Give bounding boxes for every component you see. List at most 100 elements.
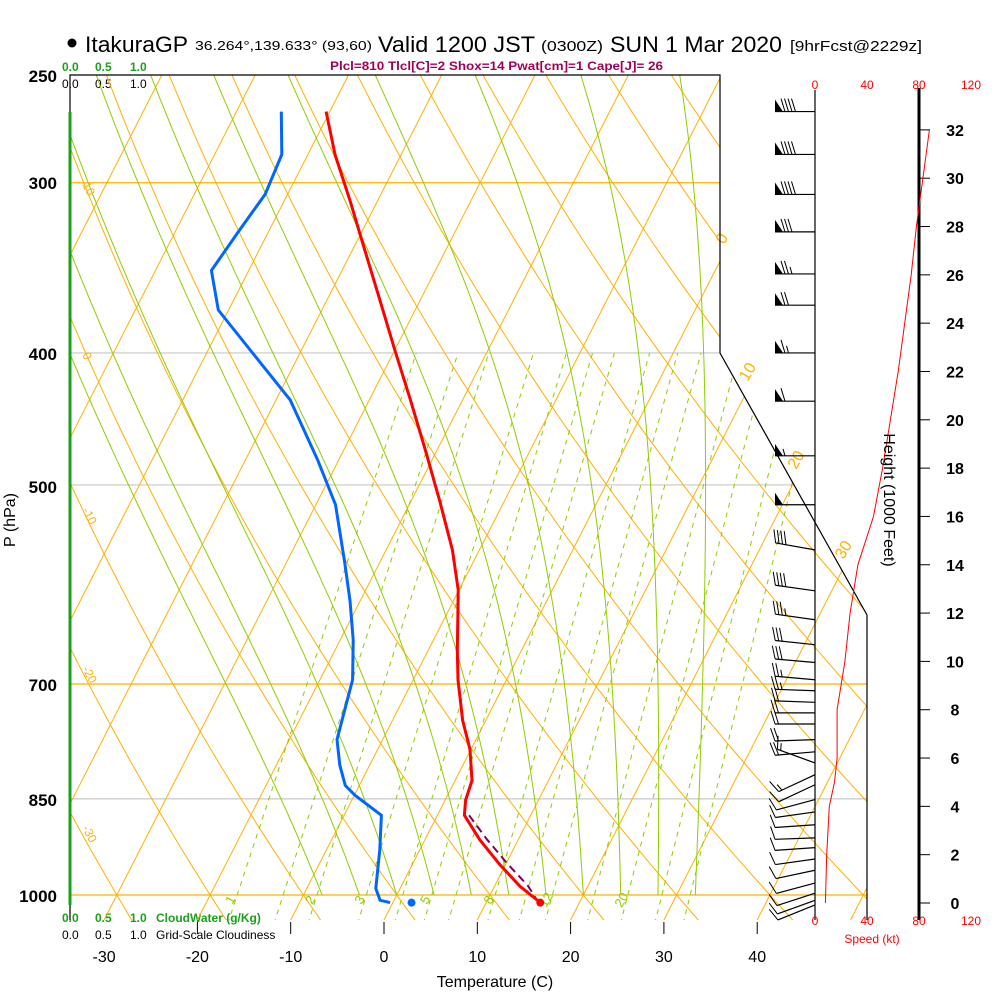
pressure-tick-label: 250 <box>29 67 57 86</box>
thermo-grid <box>70 51 1000 924</box>
mixing-ratio-label: 20 <box>611 890 631 910</box>
mixing-ratio-line <box>654 352 800 920</box>
dewpoint-profile-line <box>209 111 391 905</box>
height-tick-label: 16 <box>946 509 964 526</box>
isotherm-line <box>70 75 268 920</box>
mixing-ratio-line <box>586 352 740 920</box>
mixing-ratio-line <box>422 352 594 920</box>
dry-adiabat-line <box>407 75 867 920</box>
parcel-path-line <box>468 814 540 904</box>
wind-barb <box>775 339 815 354</box>
dry-adiabat-line <box>70 75 230 920</box>
dry-adiabat-line <box>966 51 1000 924</box>
wind-barb <box>769 852 816 866</box>
isotherm-line <box>474 75 867 920</box>
wind-barb <box>769 774 816 793</box>
temperature-tick-label: -10 <box>279 949 302 966</box>
wind-barb <box>775 98 815 113</box>
theta-label: -30 <box>79 823 100 845</box>
speed-tick-label-bottom: 40 <box>860 914 874 928</box>
temperature-tick-label: 10 <box>468 949 486 966</box>
valid-date: SUN 1 Mar 2020 <box>610 32 782 57</box>
moist-adiabat-line <box>150 75 472 896</box>
isotherm-line <box>661 75 867 920</box>
wind-barb <box>768 899 816 915</box>
pressure-tick-label: 400 <box>29 345 57 364</box>
speed-tick-label-bottom: 0 <box>812 914 819 928</box>
wind-barb <box>775 443 815 457</box>
y-axis-title: P (hPa) <box>2 493 19 547</box>
wind-barb <box>769 742 816 756</box>
height-tick-label: 6 <box>951 751 960 768</box>
dry-adiabat-line <box>220 75 797 920</box>
speed-tick-label-top: 0 <box>812 78 819 92</box>
moist-adiabat-line <box>474 75 622 896</box>
moist-adiabat-line <box>70 75 360 896</box>
mixing-ratio-line <box>543 352 702 920</box>
moist-adiabat-line <box>213 75 510 896</box>
wind-barb <box>771 645 816 664</box>
isotherm-line <box>848 75 867 920</box>
isotherm-line <box>288 75 735 920</box>
cloudiness-tick-top: 0.5 <box>95 77 112 91</box>
forecast-info: [9hrFcst@2229z] <box>790 38 922 55</box>
dry-adiabat-line <box>70 75 135 920</box>
isotherm-line <box>754 75 867 920</box>
temperature-tick-label: 0 <box>380 949 389 966</box>
height-tick-label: 14 <box>946 558 964 575</box>
mixing-ratio-line <box>486 352 651 920</box>
x-axis-title: Temperature (C) <box>437 974 553 991</box>
moist-adiabat-line <box>287 75 547 896</box>
wind-barb <box>772 627 816 646</box>
wind-barb <box>775 388 815 402</box>
wind-barb <box>768 892 816 907</box>
pressure-tick-label: 300 <box>29 174 57 193</box>
cloudwater-tick-bottom: 1.0 <box>130 911 147 925</box>
mixing-ratio-line <box>447 352 615 920</box>
wind-barb <box>772 571 816 592</box>
pressure-tick-label: 500 <box>29 478 57 497</box>
theta-label: 10 <box>79 180 98 199</box>
cloudiness-tick-bottom: 0.0 <box>62 928 79 942</box>
temperature-tick-label: -30 <box>93 949 116 966</box>
wind-barb <box>770 826 816 840</box>
station-coords: 36.264°,139.633° (93,60) <box>195 38 372 53</box>
theta-label: -20 <box>79 664 100 686</box>
speed-tick-label-top: 40 <box>860 78 874 92</box>
height-tick-label: 24 <box>946 316 964 333</box>
isotherm-label: 0 <box>713 231 732 247</box>
isotherm-line <box>70 75 455 920</box>
mixing-ratio-line <box>227 352 417 920</box>
speed-tick-label-bottom: 80 <box>912 914 926 928</box>
moist-adiabat-line <box>70 75 323 896</box>
wind-barb <box>768 798 816 811</box>
mixing-ratio-line <box>517 352 679 920</box>
height-tick-label: 30 <box>946 171 964 188</box>
temperature-profile-line <box>324 111 542 904</box>
dry-adiabat-line <box>70 75 419 920</box>
height-tick-label: 4 <box>951 799 960 816</box>
station-name: ItakuraGP <box>85 32 188 57</box>
isotherm-label: 20 <box>785 448 809 472</box>
mixing-ratio-line <box>619 352 770 920</box>
wind-barb <box>775 260 815 275</box>
wind-barb <box>772 600 816 621</box>
mixing-ratio-line <box>357 352 534 920</box>
cloudwater-tick-top: 1.0 <box>130 60 147 74</box>
wind-barb <box>771 662 816 681</box>
height-tick-label: 10 <box>946 654 964 671</box>
wind-barb <box>769 814 816 829</box>
height-tick-label: 8 <box>951 703 960 720</box>
wind-barb <box>770 710 815 725</box>
pressure-tick-label: 700 <box>29 676 57 695</box>
wind-barb <box>773 529 816 551</box>
height-tick-label: 32 <box>946 123 964 140</box>
height-axis-title: Height (1000 Feet) <box>880 433 897 566</box>
wind-barb <box>770 699 815 714</box>
speed-tick-label-top: 80 <box>912 78 926 92</box>
height-tick-label: 0 <box>951 896 960 913</box>
wind-barb <box>768 866 816 880</box>
pressure-tick-label: 850 <box>29 791 57 810</box>
cloudwater-tick-top: 0.0 <box>62 60 79 74</box>
